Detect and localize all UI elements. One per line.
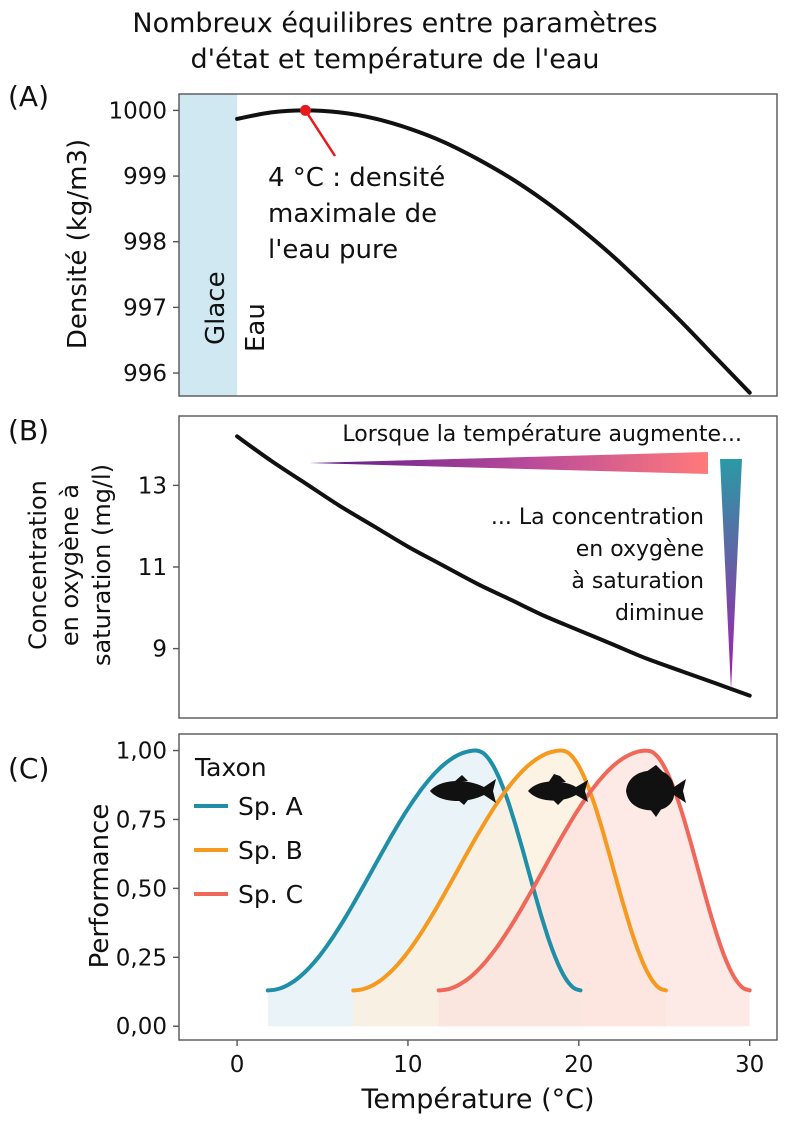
performance-curves <box>265 748 752 993</box>
panel-a-y-tick-label: 1000 <box>108 98 167 124</box>
oxygen-decrease-text-line-1: ... La concentration <box>491 505 704 530</box>
panel-a-y-tick-label: 999 <box>123 164 167 190</box>
panel-c-y-ticks: 0,00 0,25 0,50 0,75 1,00 <box>116 739 179 1040</box>
panel-c-y-tick-label: 0,25 <box>116 945 167 971</box>
glace-label: Glace <box>201 271 231 345</box>
panel-b-y-tick-label: 13 <box>138 473 167 499</box>
panel-a-frame <box>178 93 778 397</box>
panel-b-y-label-line-1: Concentration <box>24 480 52 650</box>
fish-icon-sp-a <box>430 775 496 805</box>
legend: Taxon Sp. A Sp. B Sp. C <box>194 753 303 909</box>
panel-b-label: (B) <box>8 414 49 447</box>
max-density-point <box>299 104 311 116</box>
annotation-line-3: l'eau pure <box>268 235 398 265</box>
x-axis-label: Température (°C) <box>360 1084 594 1115</box>
annotation-leader-line <box>304 109 337 157</box>
panel-a-label: (A) <box>8 80 49 113</box>
performance-fill-sp-c <box>438 750 750 1027</box>
legend-label-sp-c: Sp. C <box>238 880 303 909</box>
panel-c-x-tick-label: 10 <box>393 1052 422 1078</box>
legend-title: Taxon <box>194 753 267 782</box>
panel-b: (B) 9 11 13 Concentration en oxygène à sat… <box>8 414 778 719</box>
panel-c: (C) 0,00 0,25 0,50 0,75 1,00 0 10 20 30 Perform… <box>8 733 778 1115</box>
oxygen-decrease-text-line-4: diminue <box>615 601 704 626</box>
panel-c-y-tick-label: 0,75 <box>116 807 167 833</box>
panel-c-y-tick-label: 1,00 <box>116 739 167 765</box>
annotation-line-2: maximale de <box>268 199 437 229</box>
panel-b-y-ticks: 9 11 13 <box>138 473 179 663</box>
panel-a-y-tick-label: 997 <box>123 295 167 321</box>
panel-c-y-label: Performance <box>85 804 115 969</box>
panel-c-y-tick-label: 0,50 <box>116 876 167 902</box>
panel-c-x-tick-label: 0 <box>230 1052 245 1078</box>
panel-a-y-ticks: 996 997 998 999 1000 <box>108 98 179 387</box>
panel-b-y-tick-label: 11 <box>138 555 167 581</box>
fish-icon-sp-c <box>626 765 686 817</box>
panel-b-y-label-line-2: en oxygène à <box>56 484 84 646</box>
panel-c-x-ticks: 0 10 20 30 <box>230 1040 764 1078</box>
panel-c-x-tick-label: 20 <box>564 1052 593 1078</box>
legend-label-sp-b: Sp. B <box>238 836 303 865</box>
glace-region <box>179 94 238 396</box>
panel-a: (A) 996 997 998 999 1000 Densité (kg/m3) Gla… <box>8 80 778 397</box>
panel-a-y-tick-label: 998 <box>123 230 167 256</box>
panel-a-y-label: Densité (kg/m3) <box>63 139 93 349</box>
panel-b-y-label-line-3: saturation (mg/l) <box>88 464 116 666</box>
density-curve <box>235 108 752 395</box>
panel-c-x-tick-label: 30 <box>735 1052 764 1078</box>
eau-label: Eau <box>241 303 271 352</box>
temperature-increase-arrow <box>309 452 708 474</box>
panel-a-y-tick-label: 996 <box>123 361 167 387</box>
performance-curve-sp-c <box>436 748 752 993</box>
figure-title-line-1: Nombreux équilibres entre paramètres <box>132 8 658 39</box>
performance-curve-sp-a <box>265 748 583 993</box>
oxygen-curve <box>235 434 752 698</box>
performance-fills <box>267 750 750 1027</box>
figure-title-line-2: d'état et température de l'eau <box>190 44 600 75</box>
panel-c-frame <box>178 733 778 1041</box>
panel-b-y-tick-label: 9 <box>152 637 167 663</box>
oxygen-decrease-arrow <box>720 459 742 690</box>
legend-label-sp-a: Sp. A <box>238 792 303 821</box>
annotation-line-1: 4 °C : densité <box>268 163 445 193</box>
performance-curve-sp-b <box>351 748 668 993</box>
oxygen-decrease-text-line-2: en oxygène <box>576 537 704 562</box>
fish-icon-sp-b <box>528 774 588 805</box>
panel-c-label: (C) <box>8 752 49 785</box>
panel-c-y-tick-label: 0,00 <box>116 1014 167 1040</box>
temperature-increase-text: Lorsque la température augmente... <box>342 422 742 447</box>
oxygen-decrease-text-line-3: à saturation <box>571 569 704 594</box>
